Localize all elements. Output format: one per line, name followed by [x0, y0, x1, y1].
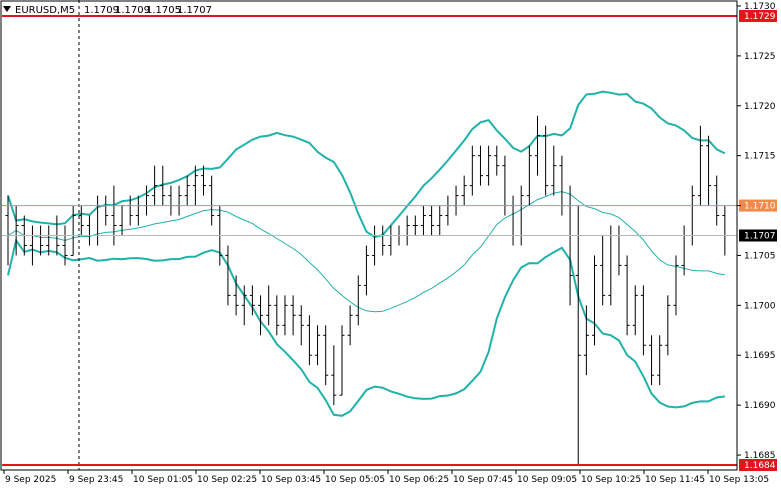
time-axis[interactable]: 9 Sep 2025 9 Sep 23:45 10 Sep 01:05 10 Sep …: [3, 470, 769, 485]
middle-band-line: [7, 191, 725, 313]
price-tick-label: 1.1720: [744, 102, 776, 112]
time-tick-label: 10 Sep 05:05: [325, 475, 385, 485]
price-tick-label: 1.1715: [744, 152, 776, 162]
bollinger-bands: [7, 90, 726, 417]
price-axis[interactable]: 1.1730 1.1725 1.1720 1.1715 1.1705 1.1700 1.16…: [737, 2, 776, 461]
lower-band-line: [7, 238, 726, 417]
time-tick-label: 10 Sep 03:45: [261, 475, 321, 485]
chart-frame: [0, 0, 738, 471]
resistance-price-tag: [739, 9, 777, 22]
price-tick-label: 1.1705: [744, 251, 776, 261]
horizontal-levels[interactable]: 1.1729 1.1710 1.1707 1.1684: [2, 9, 777, 472]
current-price-tag: [739, 229, 777, 242]
time-tick-label: 10 Sep 13:05: [709, 475, 769, 485]
support-price-tag-text: 1.1684: [744, 461, 776, 471]
time-tick-label: 10 Sep 11:45: [645, 475, 705, 485]
price-tick-label: 1.1690: [744, 401, 776, 411]
symbol-timeframe-label: EURUSD,M5: [15, 5, 75, 16]
price-tick-label: 1.1700: [744, 301, 776, 311]
time-tick-label: 10 Sep 07:45: [453, 475, 513, 485]
close-value: 1.1707: [177, 5, 212, 16]
time-tick-label: 10 Sep 06:25: [389, 475, 449, 485]
upper-band-line: [7, 90, 726, 239]
current-price-tag-text: 1.1707: [744, 232, 776, 242]
time-tick-label: 10 Sep 01:05: [133, 475, 193, 485]
support-price-tag: [739, 459, 777, 472]
time-tick-label: 10 Sep 02:25: [197, 475, 257, 485]
price-tick-label: 1.1685: [744, 451, 776, 461]
mid-price-tag-text: 1.1710: [744, 202, 776, 212]
price-tick-label: 1.1695: [744, 351, 776, 361]
time-tick-label: 10 Sep 09:05: [517, 475, 577, 485]
price-tick-label: 1.1730: [744, 2, 776, 12]
high-value: 1.1709: [115, 5, 150, 16]
price-tick-label: 1.1725: [744, 52, 776, 62]
time-tick-label: 9 Sep 23:45: [69, 475, 123, 485]
mid-price-tag: [739, 199, 777, 212]
resistance-price-tag-text: 1.1729: [744, 12, 776, 22]
time-tick-label: 10 Sep 10:25: [581, 475, 641, 485]
chart-header: EURUSD,M5 1.1709 1.1709 1.1705 1.1707: [3, 5, 212, 16]
low-value: 1.1705: [146, 5, 181, 16]
open-value: 1.1709: [84, 5, 119, 16]
time-tick-label: 9 Sep 2025: [5, 475, 56, 485]
triangle-down-icon[interactable]: [3, 6, 11, 12]
